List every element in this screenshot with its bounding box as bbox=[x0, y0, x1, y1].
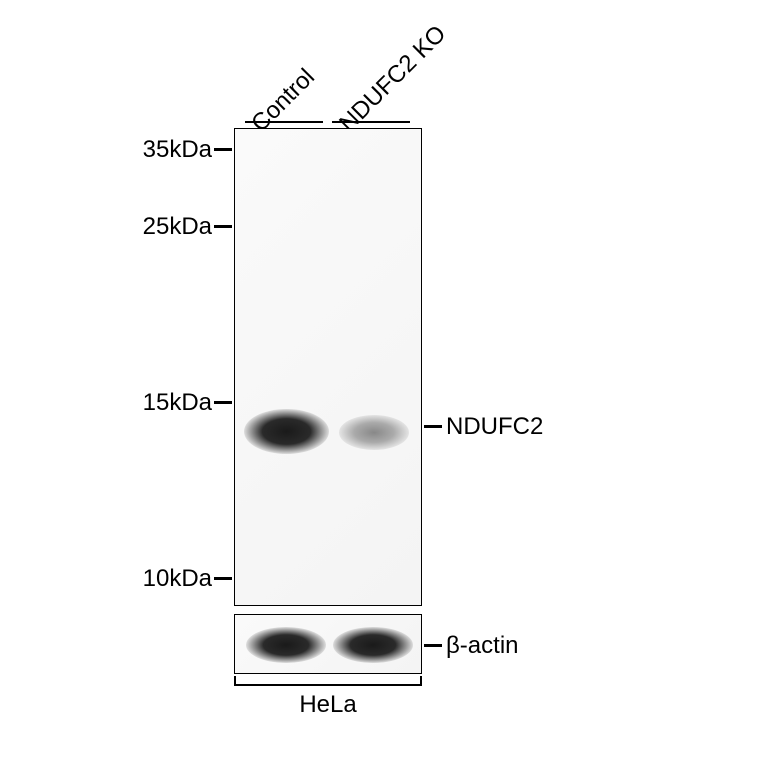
mw-label: 15kDa bbox=[143, 389, 212, 417]
protein-tick bbox=[424, 644, 442, 647]
mw-text: 15kDa bbox=[143, 389, 212, 416]
mw-tick bbox=[214, 401, 232, 404]
mw-label: 25kDa bbox=[143, 213, 212, 241]
mw-label: 10kDa bbox=[143, 565, 212, 593]
lane-underline bbox=[245, 121, 323, 123]
lane-label-control: Control bbox=[246, 63, 321, 138]
western-blot-figure: Control NDUFC2 KO 35kDa 25kDa 15kDa 10kD… bbox=[0, 0, 764, 764]
actin-blot bbox=[234, 614, 422, 674]
protein-label-ndufc2: NDUFC2 bbox=[446, 413, 543, 441]
protein-text: NDUFC2 bbox=[446, 413, 543, 440]
main-blot bbox=[234, 128, 422, 606]
protein-label-actin: β-actin bbox=[446, 632, 519, 660]
mw-text: 25kDa bbox=[143, 213, 212, 240]
mw-text: 10kDa bbox=[143, 565, 212, 592]
lane-label-text: NDUFC2 KO bbox=[334, 20, 451, 137]
mw-label: 35kDa bbox=[143, 136, 212, 164]
mw-tick bbox=[214, 577, 232, 580]
cell-line-text: HeLa bbox=[299, 691, 356, 718]
mw-tick bbox=[214, 148, 232, 151]
mw-tick bbox=[214, 225, 232, 228]
mw-text: 35kDa bbox=[143, 136, 212, 163]
bracket-horizontal bbox=[234, 684, 422, 686]
band-actin-ko bbox=[333, 627, 413, 663]
lane-label-text: Control bbox=[246, 63, 320, 137]
bracket-right-tick bbox=[420, 676, 422, 684]
band-ndufc2-control bbox=[244, 409, 329, 454]
protein-text: β-actin bbox=[446, 632, 519, 659]
cell-line-label: HeLa bbox=[234, 691, 422, 719]
bracket-left-tick bbox=[234, 676, 236, 684]
band-actin-control bbox=[246, 627, 326, 663]
band-ndufc2-ko bbox=[339, 415, 409, 450]
lane-underline bbox=[332, 121, 410, 123]
protein-tick bbox=[424, 425, 442, 428]
